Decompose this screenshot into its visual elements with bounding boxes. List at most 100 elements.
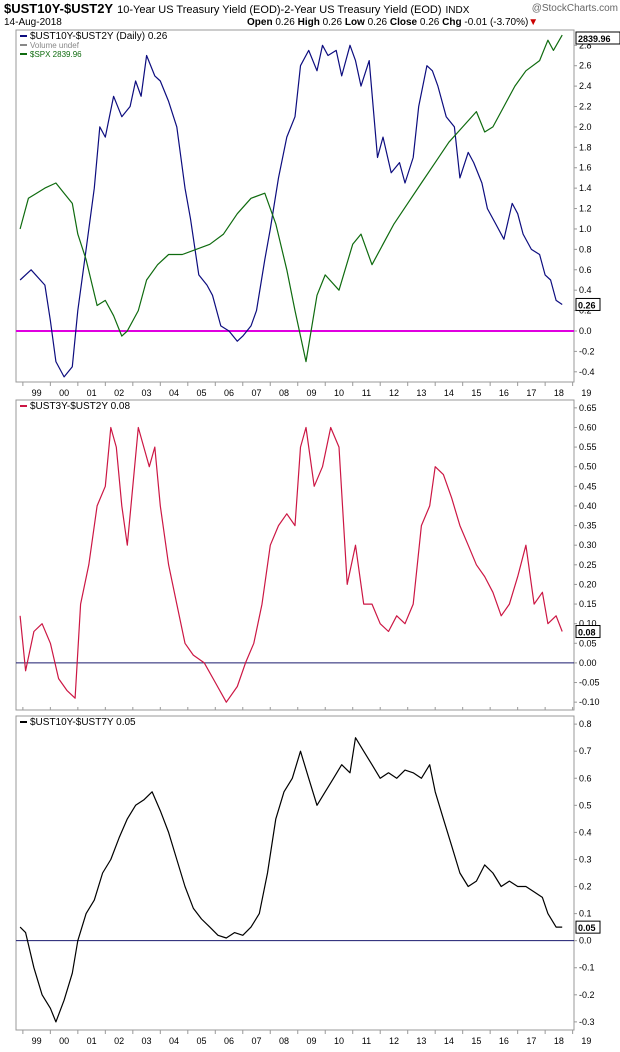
y-tick-label: 0.5 [579,800,592,810]
x-tick-label: 14 [444,388,454,398]
panel-frame [15,715,575,1031]
x-tick-label: 01 [87,388,97,398]
y-tick-label: 0.1 [579,909,592,919]
x-tick-label: 16 [499,388,509,398]
y-tick-label: 0.8 [579,244,592,254]
x-tick-label: 11 [362,1036,371,1046]
y-tick-label: -0.2 [579,990,595,1000]
legend-entry: $UST10Y-$UST7Y 0.05 [30,717,136,728]
y-tick-label: 0.3 [579,854,592,864]
y-tick-label: 2.0 [579,122,592,132]
last-value-box [575,920,601,934]
open-label: Open [247,17,273,28]
last-value-label: 0.26 [578,300,596,310]
x-tick-label: 18 [554,1036,564,1046]
y-tick-label: 0.4 [579,285,592,295]
x-tick-label: 10 [334,1036,344,1046]
x-tick-label: 07 [252,1036,262,1046]
y-tick-label: 2.2 [579,102,592,112]
y-tick-label: 0.60 [579,422,597,432]
x-tick-label: 06 [224,1036,234,1046]
down-arrow-icon: ▼ [528,17,539,28]
x-tick-label: 07 [252,388,262,398]
x-tick-label: 03 [142,388,152,398]
x-tick-label: 04 [169,388,179,398]
low-value: 0.26 [367,17,388,28]
series-line-1 [19,44,563,378]
y-tick-label: -0.05 [579,678,600,688]
x-tick-label: 19 [581,1036,591,1046]
y-tick-label: -0.2 [579,346,595,356]
y-tick-label: 0.00 [579,658,597,668]
y-tick-label: 0.25 [579,560,597,570]
y-tick-label: 0.50 [579,462,597,472]
x-tick-label: 99 [32,1036,42,1046]
y-tick-label: 0.8 [579,719,592,729]
x-tick-label: 14 [444,1036,454,1046]
x-tick-label: 03 [142,1036,152,1046]
chart-subtitle: 10-Year US Treasury Yield (EOD)-2-Year U… [117,4,442,16]
y-tick-label: 0.30 [579,540,597,550]
chg-value: -0.01 (-3.70%) [464,17,529,28]
y-tick-label: 0.10 [579,619,597,629]
y-tick-label: -0.3 [579,1017,595,1027]
x-tick-label: 13 [416,388,426,398]
y-tick-label: 0.05 [579,638,597,648]
last-value-label: 0.08 [578,628,596,638]
last-value-box [575,297,601,311]
y-tick-label: 0.6 [579,265,592,275]
low-label: Low [344,17,365,28]
y-tick-label: 0.40 [579,501,597,511]
x-tick-label: 15 [471,388,481,398]
high-value: 0.26 [322,17,343,28]
stockcharts-logo: @StockCharts.com [531,3,618,14]
chart-panel-2: -0.10 -0.05 0.00 0.05 0.10 0.15 0.20 0.25 0.30 0.… [15,399,601,711]
spx-value-label: 2839.96 [578,34,611,44]
y-tick-label: 1.6 [579,163,592,173]
y-tick-label: -0.1 [579,963,595,973]
panel-frame [15,399,575,711]
x-tick-label: 17 [526,388,536,398]
y-tick-label: 0.55 [579,442,597,452]
series-line-2 [19,34,563,363]
open-value: 0.26 [275,17,295,28]
y-tick-label: 2.6 [579,61,592,71]
symbol-label: $UST10Y-$UST2Y [4,1,114,16]
x-tick-label: 11 [362,388,371,398]
y-tick-label: 0.7 [579,746,592,756]
x-tick-label: 09 [306,388,316,398]
y-tick-label: 0.6 [579,773,592,783]
y-tick-label: 2.8 [579,40,592,50]
x-tick-label: 17 [526,1036,536,1046]
chart-header: $UST10Y-$UST2Y 10-Year US Treasury Yield … [0,0,620,30]
ohlc-readout: Open 0.26 High 0.26 Low 0.26 Close 0.26 … [247,17,538,28]
y-tick-label: 2.4 [579,81,592,91]
date-label: 14-Aug-2018 [4,17,62,28]
x-tick-label: 13 [416,1036,426,1046]
legend-entry: $UST10Y-$UST2Y (Daily) 0.26 [30,31,168,42]
x-tick-label: 09 [306,1036,316,1046]
x-tick-label: 16 [499,1036,509,1046]
chart-title: $UST10Y-$UST2Y 10-Year US Treasury Yield … [4,1,469,16]
chart-panel-3: -0.3 -0.2 -0.1 0.0 0.1 0.2 0.3 0.4 0.5 0.6 0.7 0.8 0… [15,715,601,1046]
y-tick-label: 0.0 [579,936,592,946]
x-tick-label: 01 [87,1036,97,1046]
x-tick-label: 05 [197,388,207,398]
x-tick-label: 18 [554,388,564,398]
last-value-box [575,625,601,639]
x-tick-label: 00 [59,388,69,398]
legend-entry: $UST3Y-$UST2Y 0.08 [30,401,130,412]
x-tick-label: 99 [32,388,42,398]
y-tick-label: 0.0 [579,326,592,336]
chart-panel-1: -0.4-0.20.00.20.40.60.81.01.21.41.61.82.… [15,29,620,398]
y-tick-label: 0.65 [579,403,597,413]
y-tick-label: 0.4 [579,827,592,837]
y-tick-label: 0.45 [579,481,597,491]
close-value: 0.26 [419,17,440,28]
x-tick-label: 12 [389,1036,399,1046]
x-tick-label: 08 [279,388,289,398]
x-tick-label: 12 [389,388,399,398]
y-tick-label: 0.2 [579,882,592,892]
close-label: Close [389,17,418,28]
series-line-1 [19,737,563,1023]
